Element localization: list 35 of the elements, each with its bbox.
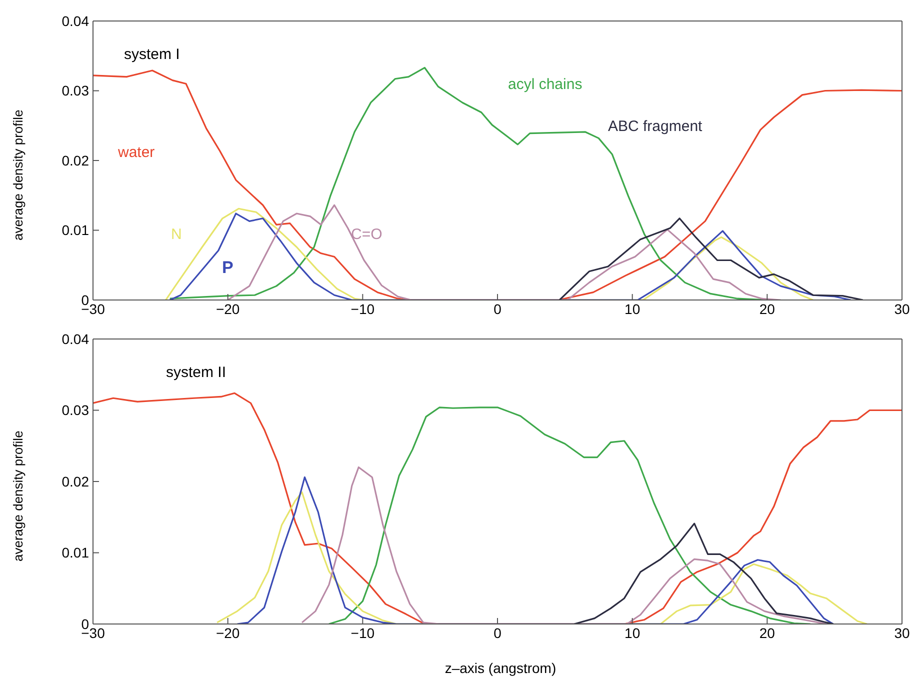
series-label: P bbox=[222, 258, 234, 278]
x-tick-label: 0 bbox=[494, 624, 502, 641]
text: ABC fragment bbox=[608, 118, 702, 135]
y-tick-label: 0.01 bbox=[62, 222, 90, 238]
series-label: N bbox=[171, 226, 182, 243]
series-label: C=O bbox=[351, 226, 382, 243]
y-tick-label: 0.03 bbox=[62, 402, 90, 418]
x-tick-label: 0 bbox=[494, 300, 502, 317]
line-series bbox=[558, 218, 864, 300]
annotation: system II bbox=[166, 364, 226, 381]
x-tick-label: 10 bbox=[624, 624, 640, 641]
text: acyl chains bbox=[508, 76, 582, 93]
x-tick-label: 20 bbox=[759, 624, 776, 641]
x-tick-label: −20 bbox=[216, 624, 240, 641]
line-series bbox=[301, 466, 828, 624]
line-series bbox=[574, 522, 834, 624]
x-tick-label: −10 bbox=[350, 300, 375, 317]
y-axis-title: average density profile bbox=[10, 430, 26, 562]
y-axis-title: average density profile bbox=[10, 110, 26, 240]
x-tick-label: −10 bbox=[350, 624, 375, 641]
x-tick-label: 10 bbox=[624, 300, 640, 317]
text: water bbox=[118, 144, 155, 161]
x-tick-label: 20 bbox=[759, 300, 776, 317]
x-tick-label: 30 bbox=[894, 300, 910, 317]
y-tick-label: 0.04 bbox=[62, 12, 90, 29]
x-tick-label: 30 bbox=[894, 624, 910, 641]
y-tick-label: 0.04 bbox=[62, 330, 90, 347]
x-axis-title: z–axis (angstrom) bbox=[444, 660, 558, 676]
line-series bbox=[328, 406, 812, 624]
y-tick-label: 0.02 bbox=[62, 152, 90, 168]
x-tick-label: −20 bbox=[216, 300, 240, 317]
y-tick-label: 0.01 bbox=[62, 544, 90, 561]
y-tick-label: 0.03 bbox=[62, 82, 90, 99]
y-tick-label: 0.02 bbox=[62, 473, 90, 490]
annotation: system I bbox=[124, 46, 180, 63]
